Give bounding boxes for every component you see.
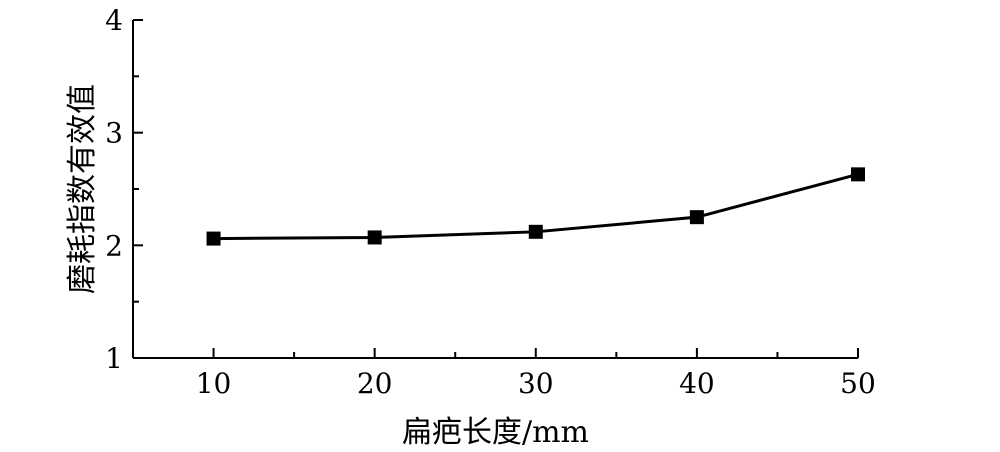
data-point-marker [367,230,382,245]
x-tick-label: 10 [196,367,232,400]
x-tick-label: 20 [357,367,393,400]
series [206,167,865,246]
y-tick-label: 3 [105,117,123,150]
x-tick-label: 50 [840,367,876,400]
y-tick-label: 1 [105,342,123,375]
data-point-marker [689,210,704,225]
x-tick-label: 40 [679,367,715,400]
data-point-marker [528,224,543,239]
data-point-marker [206,231,221,246]
ticks [133,19,859,359]
tick-labels: 1 2 3 4 10 20 30 40 50 [105,4,876,400]
axes [132,20,858,359]
y-tick-label: 4 [105,4,123,37]
y-axis-title: 磨耗指数有效值 [65,84,100,294]
x-axis-title: 扁疤长度/mm [402,415,589,450]
data-point-marker [851,167,865,182]
y-tick-label: 2 [105,229,123,262]
x-tick-label: 30 [518,367,554,400]
